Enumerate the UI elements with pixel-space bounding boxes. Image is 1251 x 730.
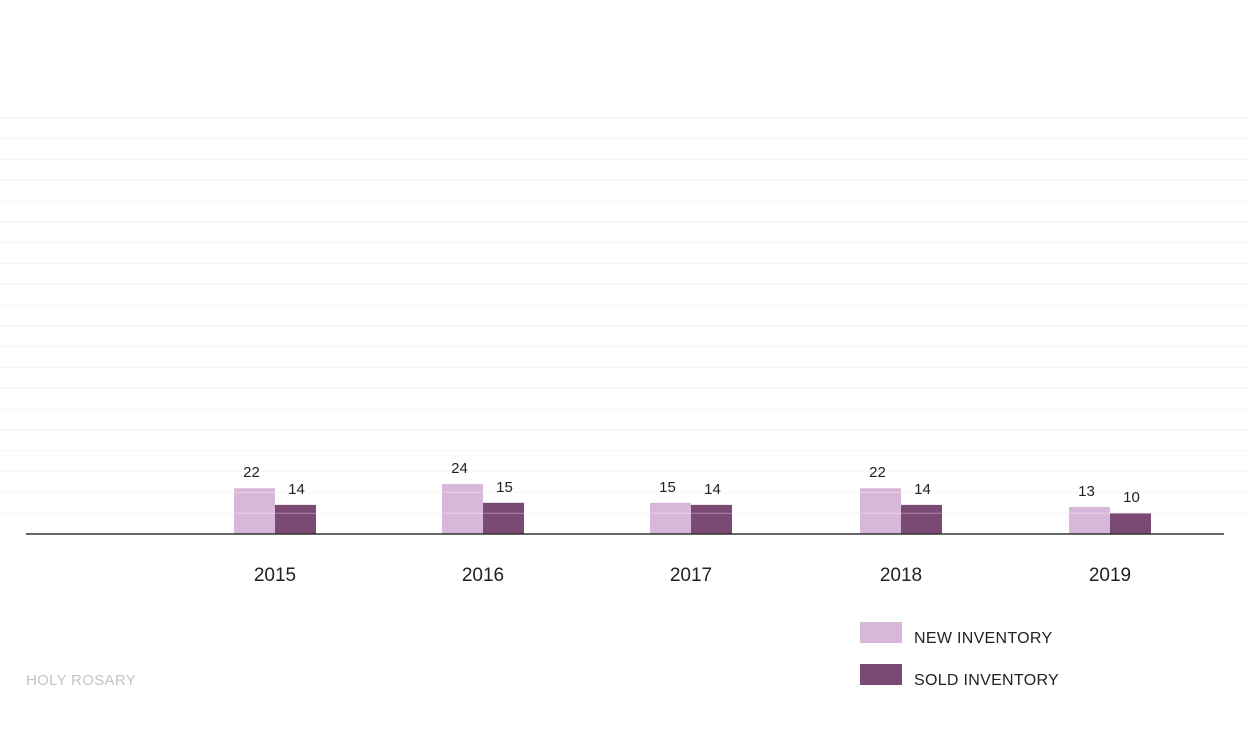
bar-sold-inventory-2016: [483, 502, 524, 534]
data-label-sold-inventory-2015: 14: [288, 481, 305, 498]
x-axis-ticks: 2015 2016 2017 2018 2019: [254, 565, 1131, 586]
legend-label-sold-inventory: SOLD INVENTORY: [914, 672, 1059, 689]
data-labels: 22 14 24 15 15 14 22 14 13 10: [243, 460, 1140, 506]
data-label-new-inventory-2016: 24: [451, 460, 468, 477]
x-tick-label-2017: 2017: [670, 565, 712, 586]
data-label-sold-inventory-2018: 14: [914, 481, 931, 498]
x-tick-label-2019: 2019: [1089, 565, 1131, 586]
bar-sold-inventory-2015: [275, 504, 316, 534]
bar-new-inventory-2015: [234, 488, 275, 534]
legend: NEW INVENTORY SOLD INVENTORY: [860, 622, 1059, 689]
bar-sold-inventory-2018: [901, 504, 942, 534]
data-label-new-inventory-2019: 13: [1078, 483, 1095, 500]
bars: [234, 484, 1151, 534]
x-tick-label-2015: 2015: [254, 565, 296, 586]
bar-new-inventory-2017: [650, 502, 691, 534]
data-label-new-inventory-2017: 15: [659, 479, 676, 496]
footer-label: HOLY ROSARY: [26, 672, 136, 689]
data-label-sold-inventory-2019: 10: [1123, 489, 1140, 506]
legend-label-new-inventory: NEW INVENTORY: [914, 630, 1052, 647]
bar-new-inventory-2016: [442, 484, 483, 534]
data-label-sold-inventory-2017: 14: [704, 481, 721, 498]
bar-new-inventory-2018: [860, 488, 901, 534]
x-tick-label-2018: 2018: [880, 565, 922, 586]
x-tick-label-2016: 2016: [462, 565, 504, 586]
bar-sold-inventory-2017: [691, 504, 732, 534]
grid-overlay: [0, 450, 1251, 514]
bar-new-inventory-2019: [1069, 506, 1110, 534]
data-label-new-inventory-2018: 22: [869, 464, 886, 481]
bar-sold-inventory-2019: [1110, 513, 1151, 534]
legend-swatch-sold-inventory: [860, 664, 902, 685]
legend-swatch-new-inventory: [860, 622, 902, 643]
data-label-sold-inventory-2016: 15: [496, 479, 513, 496]
data-label-new-inventory-2015: 22: [243, 464, 260, 481]
grid: [0, 117, 1251, 514]
